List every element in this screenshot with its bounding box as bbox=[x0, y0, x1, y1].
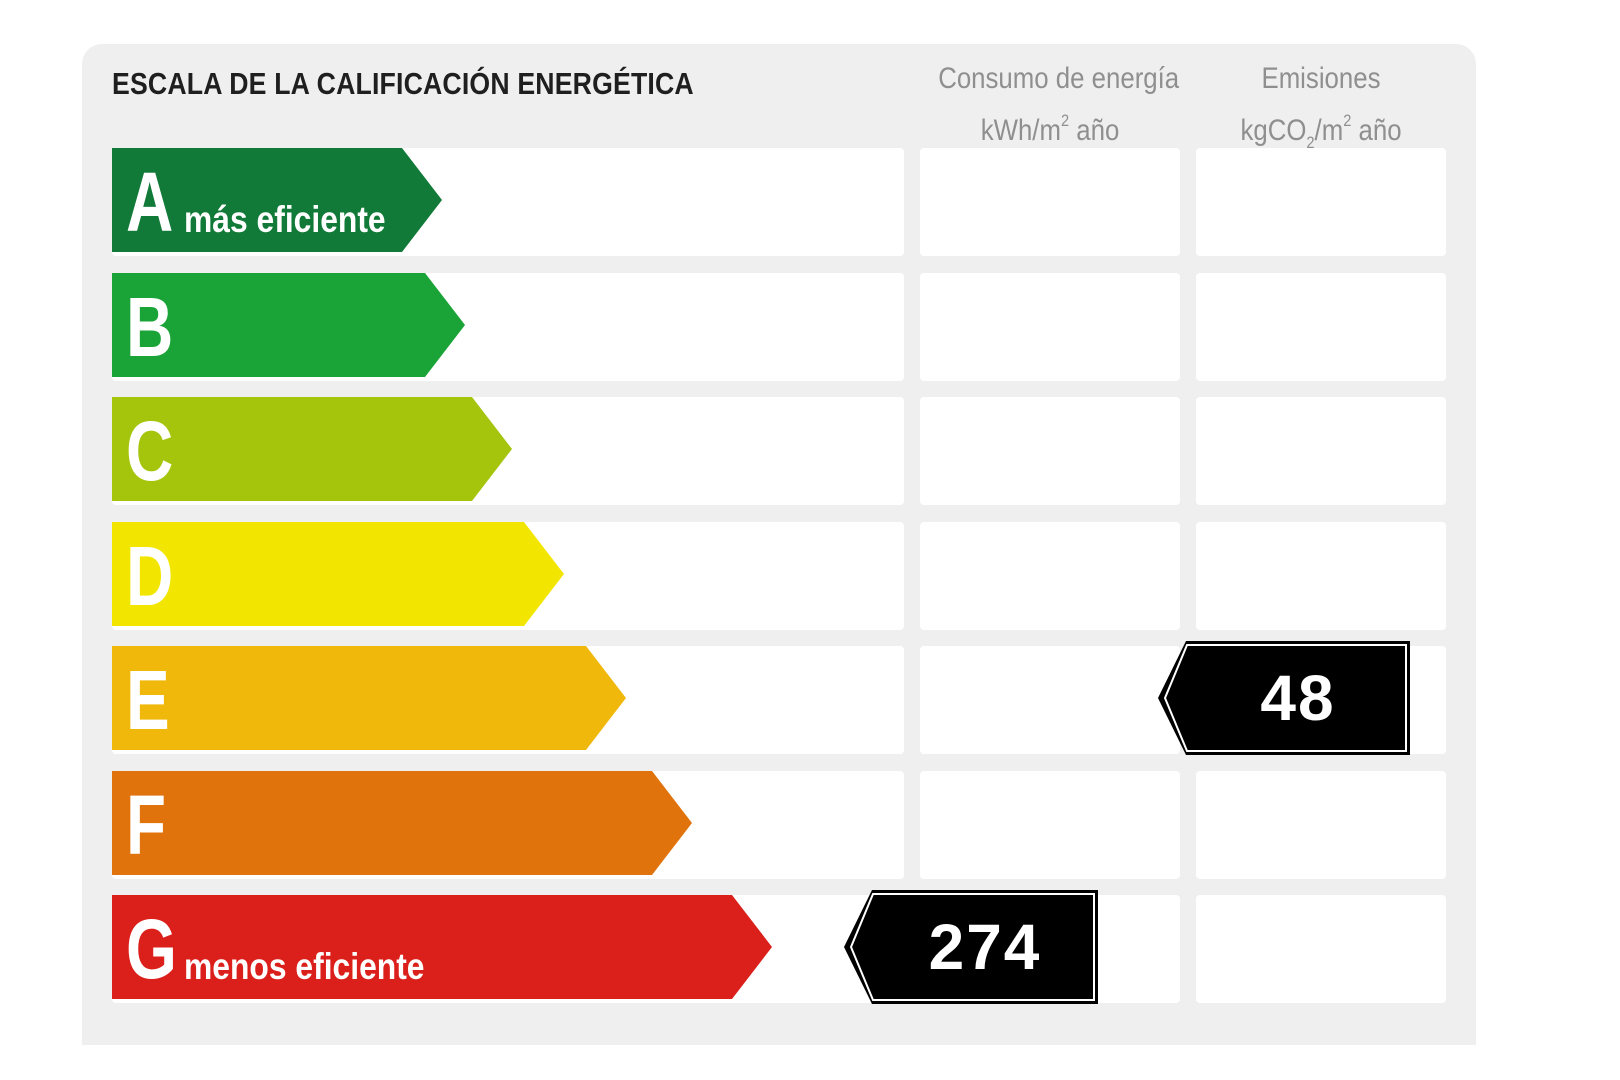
energy-column-unit: kWh/m2 año bbox=[938, 100, 1162, 152]
energy-rating-indicator: 274 bbox=[844, 890, 1098, 1004]
class-description: menos eficiente bbox=[184, 946, 425, 987]
energy-unit-exponent: 2 bbox=[1060, 111, 1070, 130]
energy-unit-period: año bbox=[1069, 114, 1120, 147]
energy-rating-value: 274 bbox=[928, 911, 1042, 983]
class-arrow-f: F bbox=[112, 771, 692, 879]
emissions-unit-exponent: 2 bbox=[1343, 111, 1352, 130]
class-arrow-fill bbox=[112, 895, 772, 999]
class-arrow-fill bbox=[112, 522, 564, 626]
class-arrow-e: E bbox=[112, 646, 626, 754]
class-arrow-shape bbox=[112, 771, 692, 875]
energy-cell-f bbox=[920, 771, 1180, 879]
energy-column-label: Consumo de energía bbox=[938, 62, 1180, 95]
class-arrow-fill bbox=[112, 273, 465, 377]
class-arrow-shape bbox=[112, 646, 626, 750]
class-arrow-fill bbox=[112, 646, 626, 750]
energy-column-header: Consumo de energía kWh/m2 año bbox=[938, 58, 1180, 152]
rating-indicator-shape bbox=[844, 890, 1098, 1004]
class-arrow-shape bbox=[112, 397, 512, 501]
rating-row-c: C bbox=[82, 397, 1476, 505]
energy-unit-base: kWh/m bbox=[980, 114, 1061, 147]
class-arrow-fill bbox=[112, 397, 512, 501]
energy-cell-d bbox=[920, 522, 1180, 630]
emissions-unit-per-area: /m bbox=[1314, 114, 1344, 147]
energy-rating-label: ESCALA DE LA CALIFICACIÓN ENERGÉTICA Con… bbox=[82, 44, 1476, 1045]
emissions-cell-g bbox=[1196, 895, 1446, 1003]
emissions-column-header: Emisiones kgCO2/m2 año bbox=[1214, 58, 1429, 164]
class-letter: G bbox=[126, 902, 177, 996]
emissions-column-label: Emisiones bbox=[1261, 62, 1381, 95]
class-letter: C bbox=[126, 404, 174, 498]
class-arrow-shape bbox=[112, 273, 465, 377]
emissions-cell-a bbox=[1196, 148, 1446, 256]
class-letter: F bbox=[126, 778, 167, 872]
emissions-rating-value: 48 bbox=[1260, 662, 1336, 734]
class-arrow-shape bbox=[112, 148, 442, 252]
energy-cell-c bbox=[920, 397, 1180, 505]
emissions-unit-subscript: 2 bbox=[1306, 133, 1315, 152]
emissions-cell-c bbox=[1196, 397, 1446, 505]
emissions-unit-base: kgCO bbox=[1240, 114, 1307, 147]
rating-row-b: B bbox=[82, 273, 1476, 381]
class-arrow-c: C bbox=[112, 397, 512, 505]
class-letter: E bbox=[126, 653, 170, 747]
emissions-column-unit: kgCO2/m2 año bbox=[1214, 100, 1429, 164]
rating-indicator-outline bbox=[1158, 641, 1410, 755]
energy-cell-b bbox=[920, 273, 1180, 381]
rating-indicator-outline bbox=[844, 890, 1098, 1004]
emissions-cell-f bbox=[1196, 771, 1446, 879]
energy-cell-e bbox=[920, 646, 1180, 754]
rating-indicator-shape bbox=[1158, 641, 1410, 755]
emissions-cell-b bbox=[1196, 273, 1446, 381]
class-letter: B bbox=[126, 280, 174, 374]
chart-title: ESCALA DE LA CALIFICACIÓN ENERGÉTICA bbox=[112, 66, 694, 101]
emissions-cell-d bbox=[1196, 522, 1446, 630]
emissions-unit-period: año bbox=[1351, 114, 1402, 147]
class-arrow-b: B bbox=[112, 273, 465, 381]
rating-row-f: F bbox=[82, 771, 1476, 879]
class-arrow-shape bbox=[112, 522, 564, 626]
rating-row-d: D bbox=[82, 522, 1476, 630]
class-arrow-fill bbox=[112, 148, 442, 252]
rating-indicator-inner-border bbox=[849, 893, 1095, 1001]
emissions-rating-indicator: 48 bbox=[1158, 641, 1410, 755]
class-arrow-shape bbox=[112, 895, 772, 999]
class-letter: D bbox=[126, 529, 174, 623]
energy-cell-a bbox=[920, 148, 1180, 256]
class-arrow-fill bbox=[112, 771, 692, 875]
class-description: más eficiente bbox=[184, 199, 386, 240]
rating-indicator-inner-border bbox=[1163, 644, 1407, 752]
class-arrow-d: D bbox=[112, 522, 564, 630]
class-letter: A bbox=[126, 155, 174, 249]
